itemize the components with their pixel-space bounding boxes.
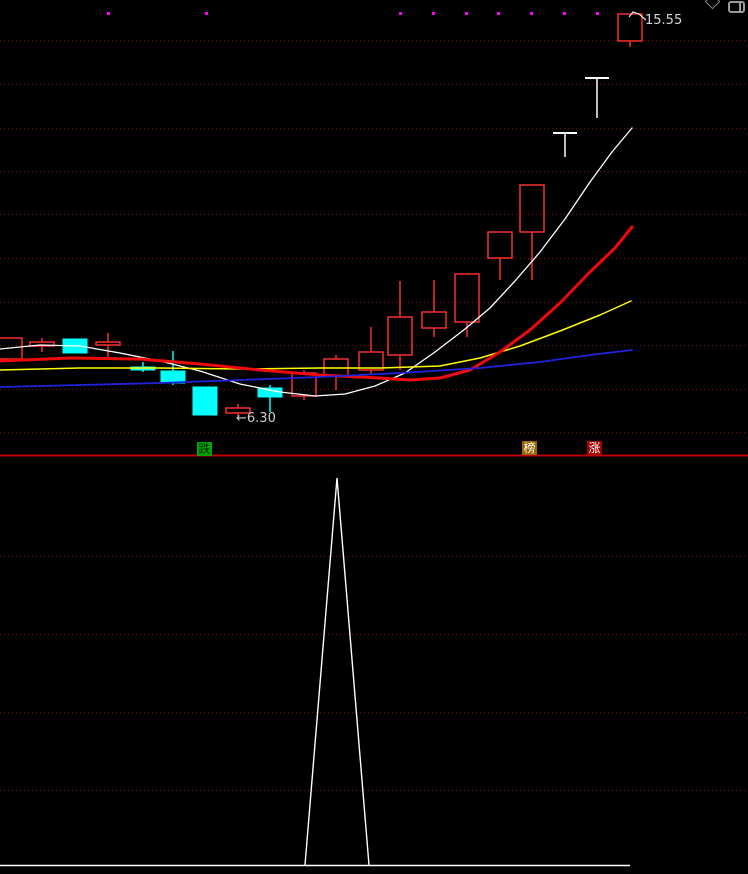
last-price-label: 15.55	[645, 13, 683, 28]
rise-rank-badge[interactable]: 涨	[587, 441, 602, 455]
signal-dot	[563, 12, 566, 15]
window-panel-icon[interactable]	[728, 1, 745, 13]
candle-body-down	[192, 386, 218, 416]
signal-dot	[107, 12, 110, 15]
candle-body-up	[617, 13, 643, 42]
candle-body-up	[519, 184, 545, 233]
candle-body-up	[454, 273, 480, 323]
indicator-spike	[304, 477, 370, 866]
candle-body-up	[421, 311, 447, 329]
ma-line-white	[0, 127, 633, 397]
candle-body-up	[0, 337, 23, 360]
fall-rank-badge[interactable]: 跌	[197, 442, 212, 456]
candle-body-down	[160, 370, 186, 384]
signal-dot	[497, 12, 500, 15]
ma-line-red	[0, 225, 634, 382]
low-price-annotation: ←6.30	[236, 411, 276, 426]
candle-body-up	[387, 316, 413, 356]
ma-line-blue	[0, 349, 633, 388]
signal-dot	[596, 12, 599, 15]
price-leader-hook	[628, 11, 647, 21]
candle-body-up	[358, 351, 384, 371]
candle-body-up	[29, 341, 55, 347]
signal-dot	[205, 12, 208, 15]
signal-dot	[432, 12, 435, 15]
ma-line-yellow	[0, 300, 632, 371]
candle-body-up	[95, 341, 121, 346]
signal-dot	[465, 12, 468, 15]
signal-dot	[399, 12, 402, 15]
candle-body-up	[487, 231, 513, 259]
window-panel-icon-bar	[739, 3, 741, 11]
signal-dot	[530, 12, 533, 15]
rank-list-badge[interactable]: 榜	[522, 441, 537, 455]
candle-body-up	[225, 407, 251, 414]
